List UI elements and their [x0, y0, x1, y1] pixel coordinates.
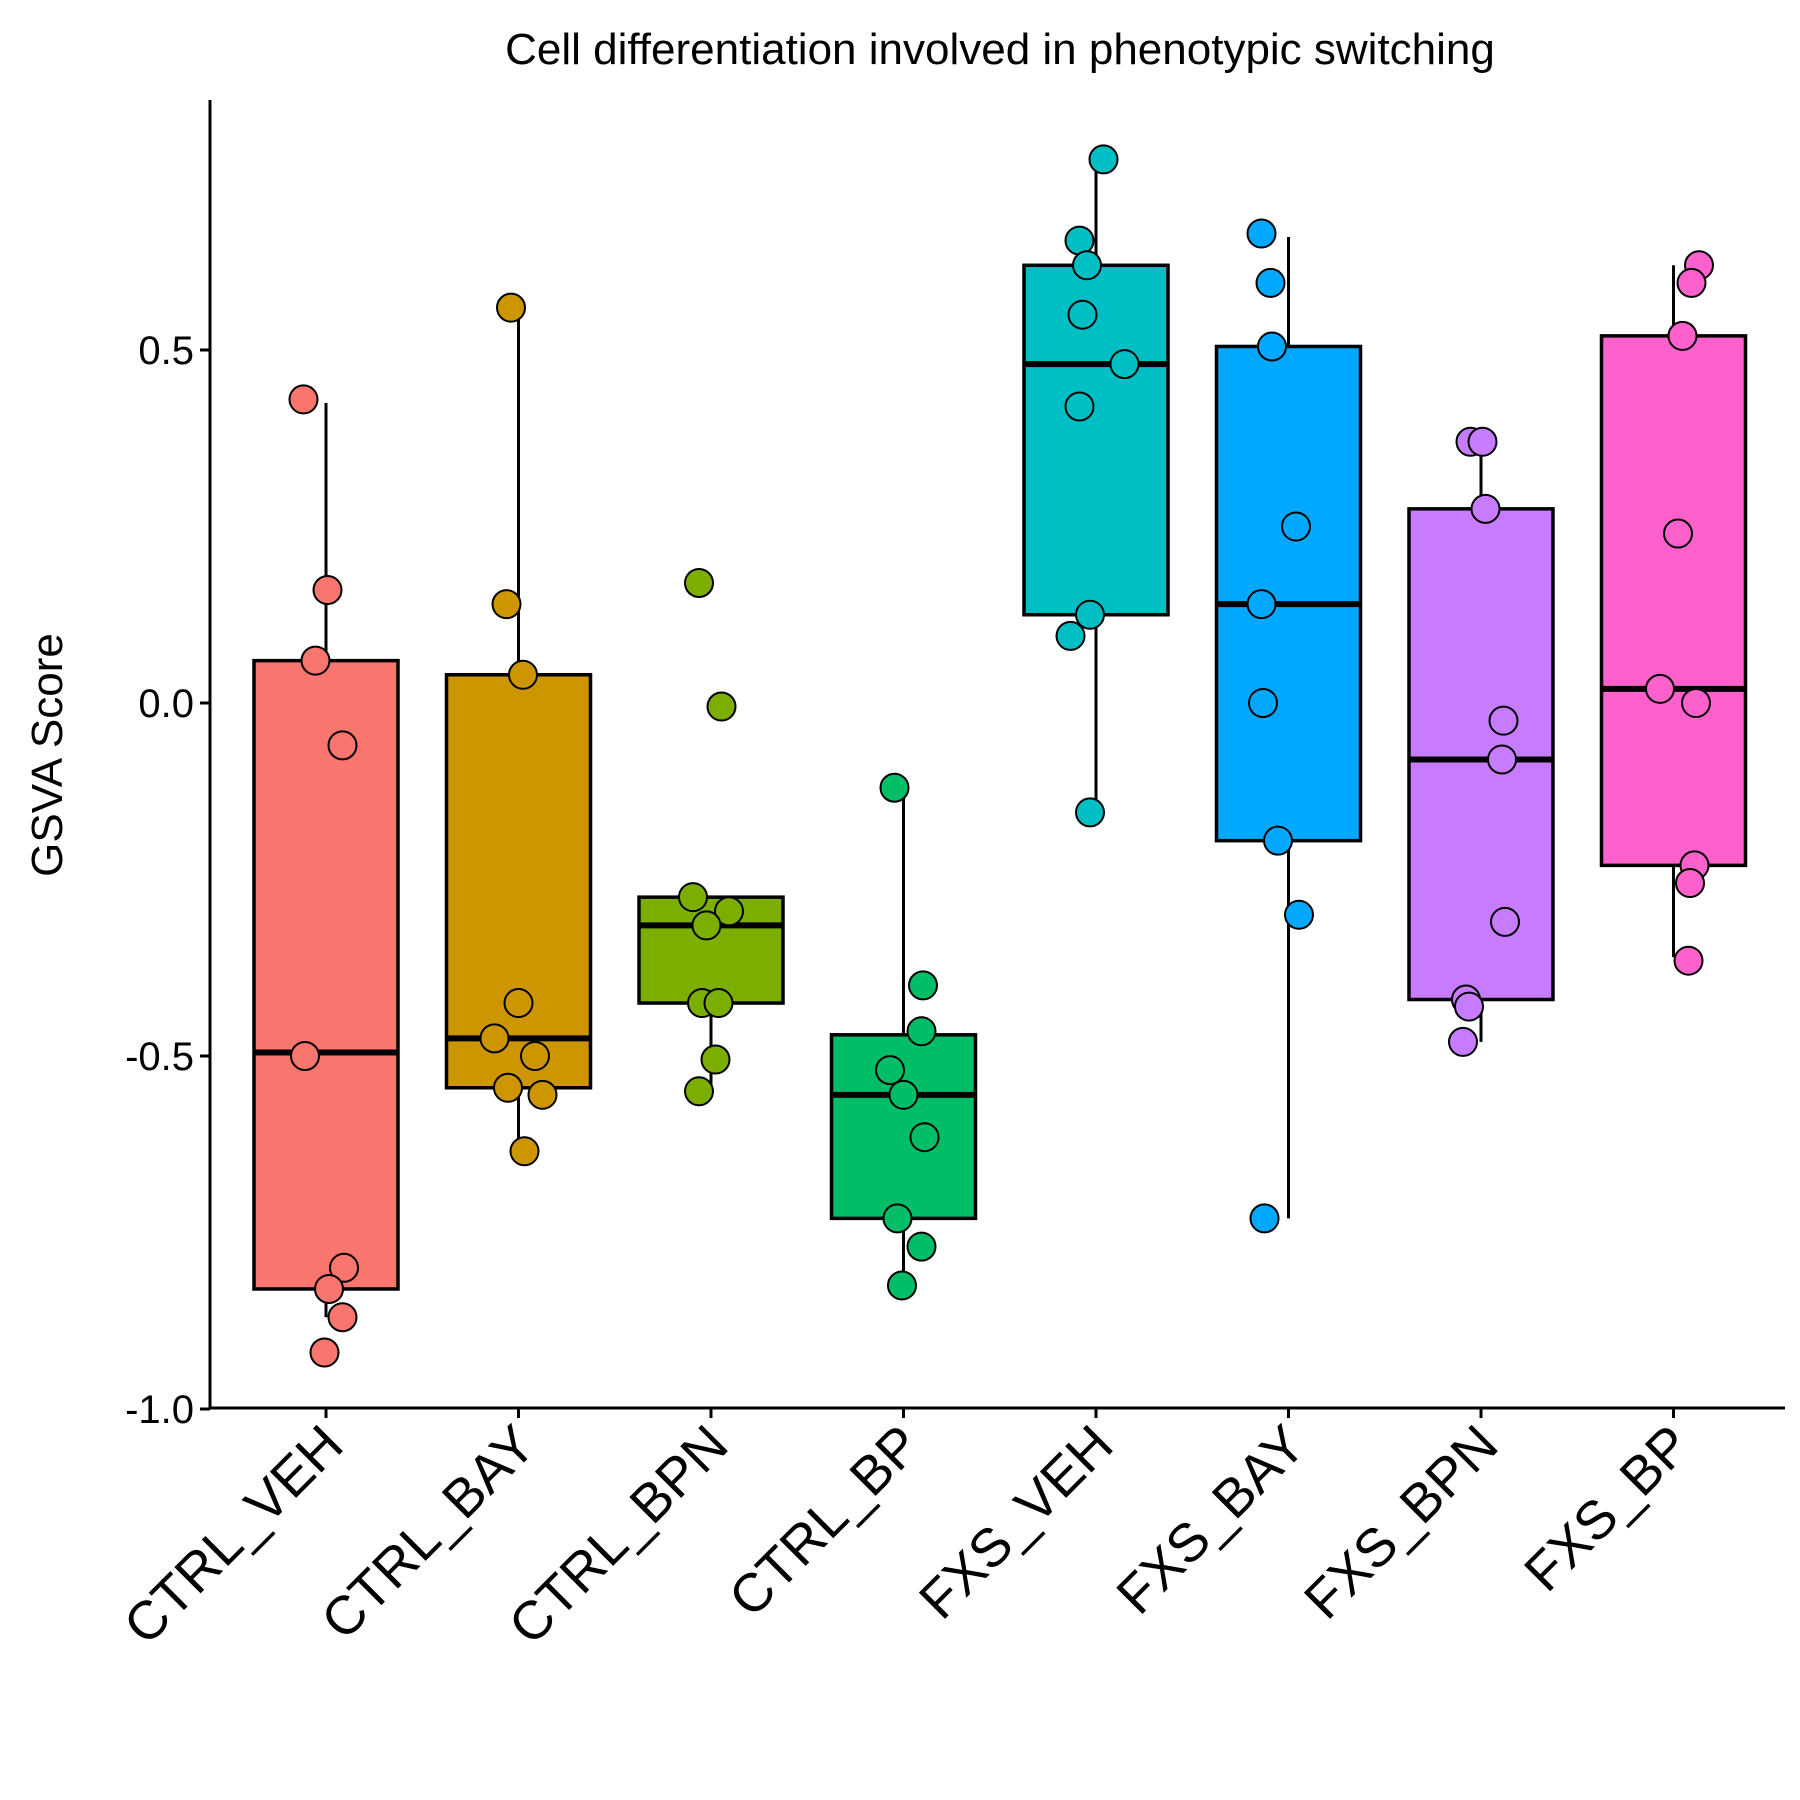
data-point: [312, 575, 343, 606]
data-point: [703, 988, 734, 1019]
data-point: [527, 1079, 558, 1110]
data-point: [1246, 218, 1277, 249]
data-point: [288, 384, 319, 415]
data-point: [1067, 299, 1098, 330]
data-point: [1257, 331, 1287, 362]
data-point: [1075, 797, 1105, 828]
data-point: [1487, 744, 1517, 775]
data-point: [1246, 589, 1277, 620]
data-point: [1284, 899, 1314, 930]
data-point: [700, 1044, 731, 1075]
data-point: [493, 1072, 523, 1103]
data-point: [678, 882, 708, 913]
box-group-fxs-bp: [1599, 250, 1748, 976]
data-point: [300, 645, 331, 676]
data-point: [508, 659, 538, 690]
box-body: [1214, 344, 1363, 843]
x-tick-label: CTRL_VEH: [113, 1414, 355, 1656]
plot-area: [252, 144, 1748, 1368]
data-point: [706, 691, 737, 722]
box-group-ctrl-bay: [444, 292, 593, 1167]
data-point: [479, 1023, 510, 1054]
data-point: [1281, 511, 1311, 542]
data-point: [875, 1055, 905, 1086]
data-point: [1448, 1026, 1478, 1057]
box-body: [252, 658, 400, 1291]
y-axis-label: GSVA Score: [23, 633, 72, 877]
data-point: [309, 1337, 340, 1368]
data-point: [327, 1302, 358, 1333]
data-point: [1454, 991, 1484, 1022]
x-tick-label: FXS_BPN: [1293, 1414, 1509, 1630]
x-tick-label: FXS_VEH: [908, 1414, 1124, 1630]
y-tick-label: 0.5: [138, 329, 194, 373]
data-point: [1467, 426, 1498, 457]
box-group-fxs-bay: [1214, 218, 1363, 1234]
data-point: [691, 910, 722, 941]
data-point: [491, 589, 522, 620]
data-point: [509, 1136, 540, 1167]
data-point: [1064, 391, 1095, 422]
data-point: [314, 1273, 344, 1304]
y-tick-label: -0.5: [125, 1035, 194, 1079]
data-point: [684, 567, 714, 598]
y-tick-label: 0.0: [138, 682, 194, 726]
x-tick-label: CTRL_BP: [718, 1414, 932, 1628]
box-group-ctrl-bp: [829, 772, 978, 1301]
data-point: [1470, 493, 1501, 524]
box-body: [1407, 507, 1555, 1002]
data-point: [1109, 349, 1140, 380]
data-point: [1675, 868, 1705, 899]
data-point: [1072, 250, 1102, 281]
data-point: [1676, 267, 1707, 298]
data-point: [1055, 620, 1086, 651]
data-point: [1681, 688, 1711, 718]
data-point: [1088, 144, 1119, 175]
box-body: [444, 673, 593, 1090]
data-point: [1673, 945, 1704, 976]
box-body: [1599, 334, 1748, 868]
data-point: [1663, 518, 1693, 549]
data-point: [290, 1041, 320, 1071]
chart-title: Cell differentiation involved in phenoty…: [505, 25, 1495, 74]
box-group-fxs-bpn: [1407, 426, 1555, 1057]
x-tick-label: FXS_BP: [1513, 1414, 1702, 1603]
data-point: [1064, 225, 1095, 256]
data-point: [1249, 1203, 1280, 1234]
y-tick-label: -1.0: [125, 1388, 194, 1432]
data-point: [906, 1016, 937, 1047]
data-point: [684, 1076, 714, 1107]
data-point: [1488, 705, 1519, 736]
data-point: [327, 730, 358, 761]
data-point: [888, 1079, 919, 1110]
data-point: [520, 1041, 550, 1071]
data-point: [1667, 320, 1698, 351]
data-point: [879, 772, 910, 803]
data-point: [496, 292, 526, 323]
data-point: [1645, 673, 1675, 704]
data-point: [909, 1122, 940, 1153]
data-point: [329, 1252, 359, 1283]
data-point: [1248, 688, 1278, 718]
box-group-ctrl-veh: [252, 384, 400, 1368]
box-group-ctrl-bpn: [637, 567, 785, 1107]
data-point: [882, 1203, 913, 1234]
data-point: [1075, 599, 1105, 630]
data-point: [503, 988, 534, 1019]
data-point: [908, 970, 938, 1001]
box-body: [829, 1033, 978, 1221]
data-point: [906, 1231, 937, 1262]
data-point: [1255, 267, 1286, 298]
x-tick-label: FXS_BAY: [1105, 1414, 1317, 1626]
data-point: [1263, 825, 1293, 856]
box-group-fxs-veh: [1022, 144, 1170, 828]
data-point: [714, 896, 744, 927]
data-point: [1490, 906, 1520, 937]
data-point: [887, 1270, 917, 1301]
